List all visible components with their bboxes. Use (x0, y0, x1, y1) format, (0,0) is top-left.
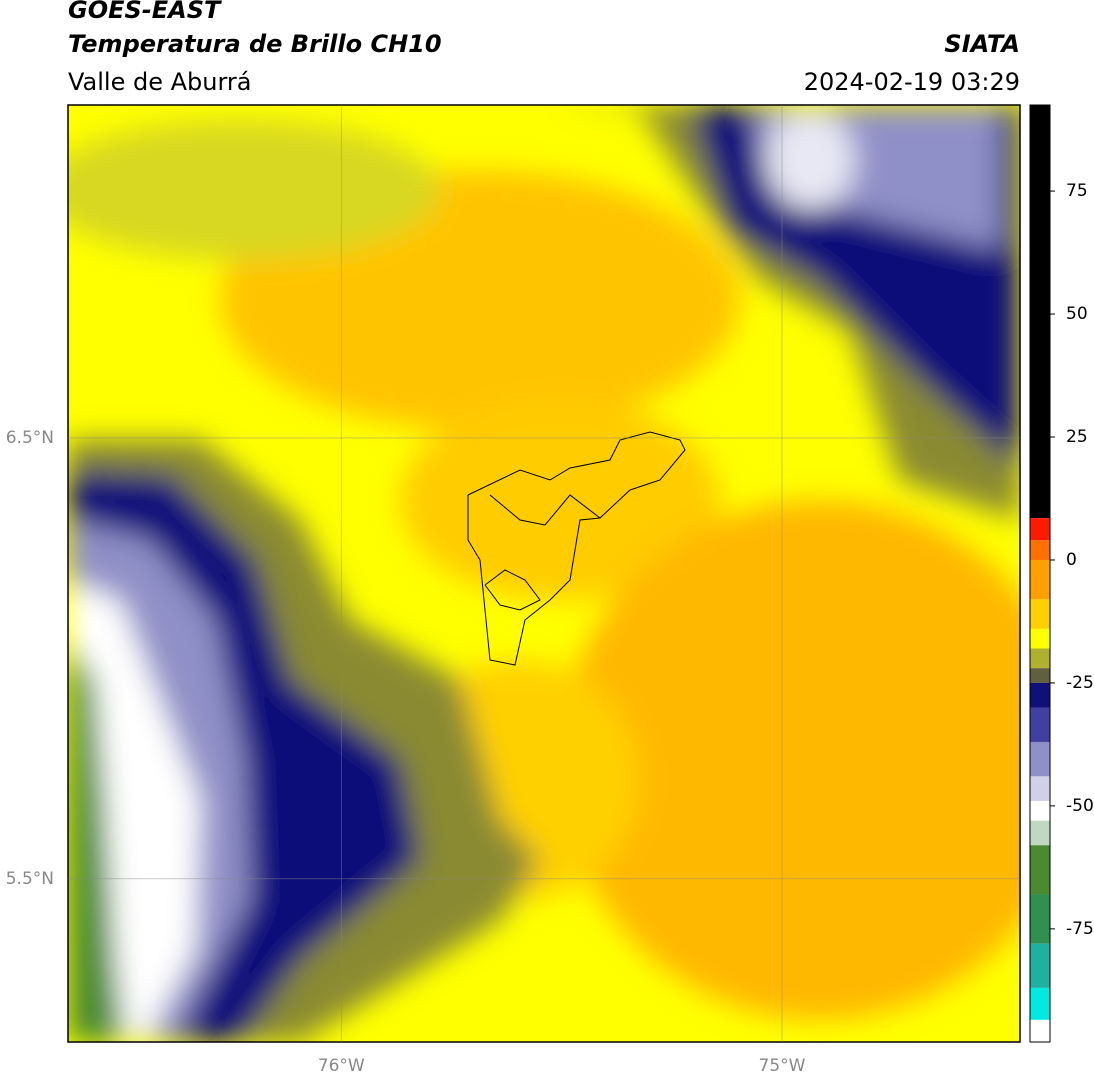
colorbar-band (1030, 820, 1050, 846)
colorbar-band (1030, 776, 1050, 801)
colorbar-band (1030, 518, 1050, 541)
x-tick-label: 75°W (759, 1056, 806, 1076)
colorbar-band (1030, 668, 1050, 683)
colorbar-tick-label: -75 (1066, 919, 1094, 939)
colorbar-band (1030, 943, 1050, 988)
colorbar-band (1030, 559, 1050, 600)
colorbar-band (1030, 682, 1050, 708)
y-tick-label: 5.5°N (6, 869, 54, 889)
colorbar-band (1030, 599, 1050, 629)
colorbar-tick-label: 0 (1066, 550, 1077, 570)
source: SIATA (944, 30, 1020, 58)
colorbar-band (1030, 707, 1050, 742)
colorbar-tick-label: 50 (1066, 304, 1088, 324)
y-tick-label: 6.5°N (6, 428, 54, 448)
colorbar-band (1030, 648, 1050, 669)
colorbar-tick-label: 75 (1066, 181, 1088, 201)
datetime: 2024-02-19 03:29 (804, 68, 1020, 96)
region: Valle de Aburrá (68, 68, 252, 96)
x-tick-label: 76°W (318, 1056, 365, 1076)
colorbar-band (1030, 800, 1050, 821)
colorbar-band (1030, 987, 1050, 1020)
title: GOES-EAST (68, 0, 222, 24)
colorbar-band (1030, 845, 1050, 895)
colorbar-band (1030, 741, 1050, 777)
colorbar-band (1030, 105, 1050, 519)
colorbar-tick-label: -25 (1066, 673, 1094, 693)
colorbar-band (1030, 540, 1050, 560)
colorbar-band (1030, 1019, 1050, 1042)
colorbar-band (1030, 628, 1050, 649)
colorbar-band (1030, 894, 1050, 944)
colorbar-frame (1029, 104, 1051, 1043)
temperature-field (68, 105, 1020, 1042)
subtitle: Temperatura de Brillo CH10 (68, 30, 442, 58)
colorbar-tick-label: 25 (1066, 427, 1088, 447)
map-frame (67, 104, 1021, 1043)
colorbar-tick-label: -50 (1066, 796, 1094, 816)
